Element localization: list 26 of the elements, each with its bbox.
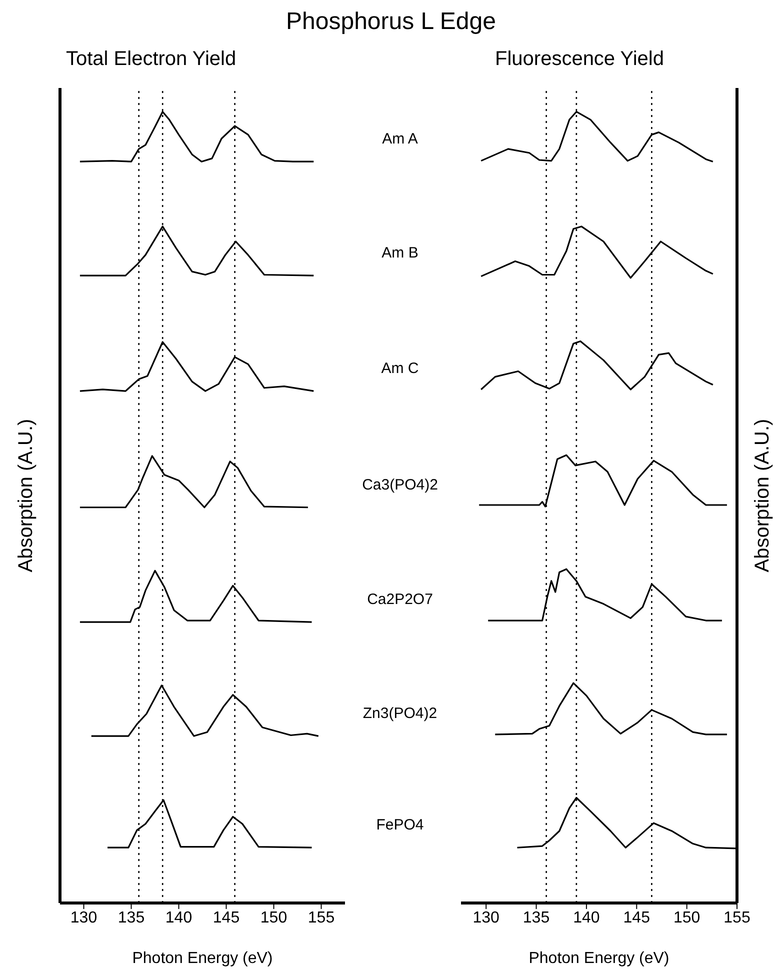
x-axis-title: Photon Energy (eV) <box>528 950 670 967</box>
text: Ca3(PO4)2 <box>362 476 438 494</box>
text: Ca2P2O7 <box>367 591 433 608</box>
x-tick-label: 155 <box>724 909 750 926</box>
chart-title: Fluorescence Yield <box>495 48 664 71</box>
chart-subtitle: Total Electron Yield <box>66 48 236 71</box>
text: Am A <box>382 130 418 148</box>
text: FePO4 <box>376 816 424 834</box>
x-tick-label: 130 <box>472 909 500 926</box>
x-tick-label: 145 <box>623 909 650 926</box>
x-tick-label: 155 <box>308 909 335 926</box>
x-tick-label: 135 <box>522 909 550 926</box>
x-axis-title: Photon Energy (eV) <box>132 950 273 967</box>
x-tick-label: 150 <box>260 909 288 926</box>
x-tick-label: 140 <box>165 909 192 926</box>
text: Zn3(PO4)2 <box>362 705 438 722</box>
y-axis-title: Absorption (A.U.) <box>15 418 38 572</box>
y2-axis-title: Absorption (A.U.) <box>752 418 774 572</box>
x-tick-label: 135 <box>118 909 145 926</box>
text: Am B <box>382 244 418 262</box>
x-tick-label: 150 <box>673 909 700 926</box>
chart-title: Phosphorus L Edge <box>285 8 497 36</box>
text: Am C <box>381 360 419 378</box>
x-tick-label: 130 <box>70 909 98 926</box>
x-tick-label: 140 <box>573 909 600 926</box>
x-tick-label: 145 <box>212 909 240 926</box>
